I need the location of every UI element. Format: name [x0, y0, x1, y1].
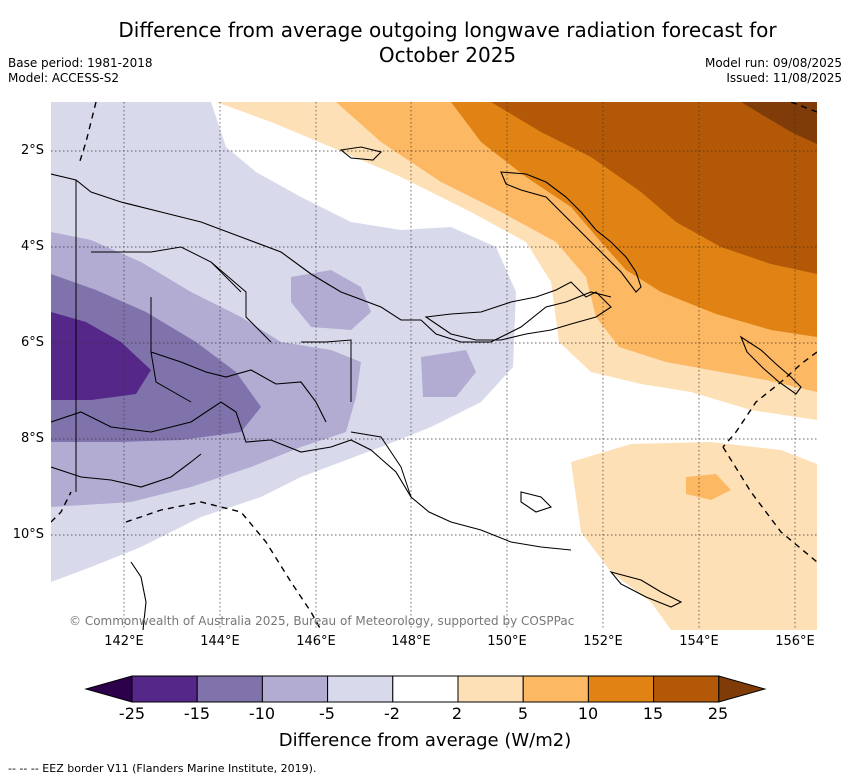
colorbar-swatch — [457, 675, 524, 703]
lon-label-144e: 144°E — [200, 634, 240, 649]
colorbar-tick: -15 — [183, 704, 211, 723]
lon-label-156e: 156°E — [775, 634, 815, 649]
central-highlands-border — [150, 351, 327, 423]
lon-label-142e: 142°E — [104, 634, 144, 649]
new-guinea-coast-south — [51, 401, 572, 551]
lon-label-150e: 150°E — [487, 634, 527, 649]
colorbar-label: Difference from average (W/m2) — [278, 730, 572, 751]
anomaly-region-above-25 — [741, 102, 817, 144]
colorbar-tick: 5 — [517, 704, 529, 723]
colorbar-extend-low — [84, 675, 133, 703]
coastlines — [51, 146, 802, 630]
colorbar-tick: -2 — [384, 704, 400, 723]
colorbar-swatch — [196, 675, 263, 703]
lat-label-10s: 10°S — [12, 527, 44, 542]
colorbar-swatch — [327, 675, 394, 703]
meta-right: Model run: 09/08/2025 Issued: 11/08/2025 — [705, 56, 842, 86]
lon-label-152e: 152°E — [583, 634, 623, 649]
manus-island-coast — [339, 146, 383, 161]
colorbar-swatch — [131, 675, 198, 703]
forecast-map — [51, 102, 817, 630]
model-run: Model run: 09/08/2025 — [704, 56, 842, 70]
new-guinea-coast-north — [51, 173, 612, 343]
meta-left: Base period: 1981-2018 Model: ACCESS-S2 — [8, 56, 153, 86]
d-entrecasteaux-islands — [520, 491, 553, 513]
anomaly-region-neg5-to-neg10-c — [421, 350, 476, 397]
new-ireland-coast — [500, 171, 642, 293]
issued-date: Issued: 11/08/2025 — [726, 71, 842, 85]
eez-footnote: -- -- -- EEZ border V11 (Flanders Marine… — [8, 762, 317, 775]
province-borders — [75, 180, 412, 498]
copyright-notice: © Commonwealth of Australia 2025, Bureau… — [69, 614, 575, 628]
anomaly-region-15-to-25 — [491, 102, 817, 274]
map-gridlines — [51, 102, 817, 630]
colorbar-swatch — [653, 675, 720, 703]
colorbar-tick: -10 — [248, 704, 276, 723]
map-title: Difference from average outgoing longwav… — [60, 18, 835, 68]
cape-york-coast — [130, 561, 147, 630]
lat-label-2s: 2°S — [20, 143, 44, 158]
colorbar-swatch — [587, 675, 655, 703]
anomaly-region-neg5-to-neg10-b — [291, 270, 371, 330]
lon-label-148e: 148°E — [391, 634, 431, 649]
colorbar-extend-high — [718, 675, 767, 703]
colorbar — [84, 675, 767, 703]
eez-borders — [51, 102, 817, 630]
lon-label-146e: 146°E — [296, 634, 336, 649]
colorbar-tick: 15 — [642, 704, 664, 723]
lon-label-154e: 154°E — [679, 634, 719, 649]
title-line-2: October 2025 — [378, 43, 517, 67]
lat-label-8s: 8°S — [20, 431, 44, 446]
anomaly-region-5-to-10-small — [686, 474, 731, 500]
colorbar-tick: -25 — [118, 704, 146, 723]
lat-label-6s: 6°S — [20, 335, 44, 350]
colorbar-swatch — [261, 675, 329, 703]
colorbar-tick: 2 — [451, 704, 463, 723]
base-period: Base period: 1981-2018 — [8, 56, 153, 70]
bougainville-coast — [739, 335, 802, 395]
anomaly-region-2-to-5-south — [571, 442, 817, 630]
colorbar-swatch — [392, 675, 459, 703]
model-name: Model: ACCESS-S2 — [8, 71, 120, 85]
lat-label-4s: 4°S — [20, 239, 44, 254]
title-line-1: Difference from average outgoing longwav… — [118, 18, 777, 42]
colorbar-swatch — [522, 675, 589, 703]
louisiade-islands — [609, 571, 683, 608]
colorbar-tick: 10 — [577, 704, 599, 723]
colorbar-tick: 25 — [707, 704, 729, 723]
colorbar-tick: -5 — [319, 704, 335, 723]
new-britain-coast — [424, 281, 612, 341]
torres-strait-coast — [51, 453, 202, 488]
anomaly-region-neg10-to-neg15 — [51, 274, 261, 442]
